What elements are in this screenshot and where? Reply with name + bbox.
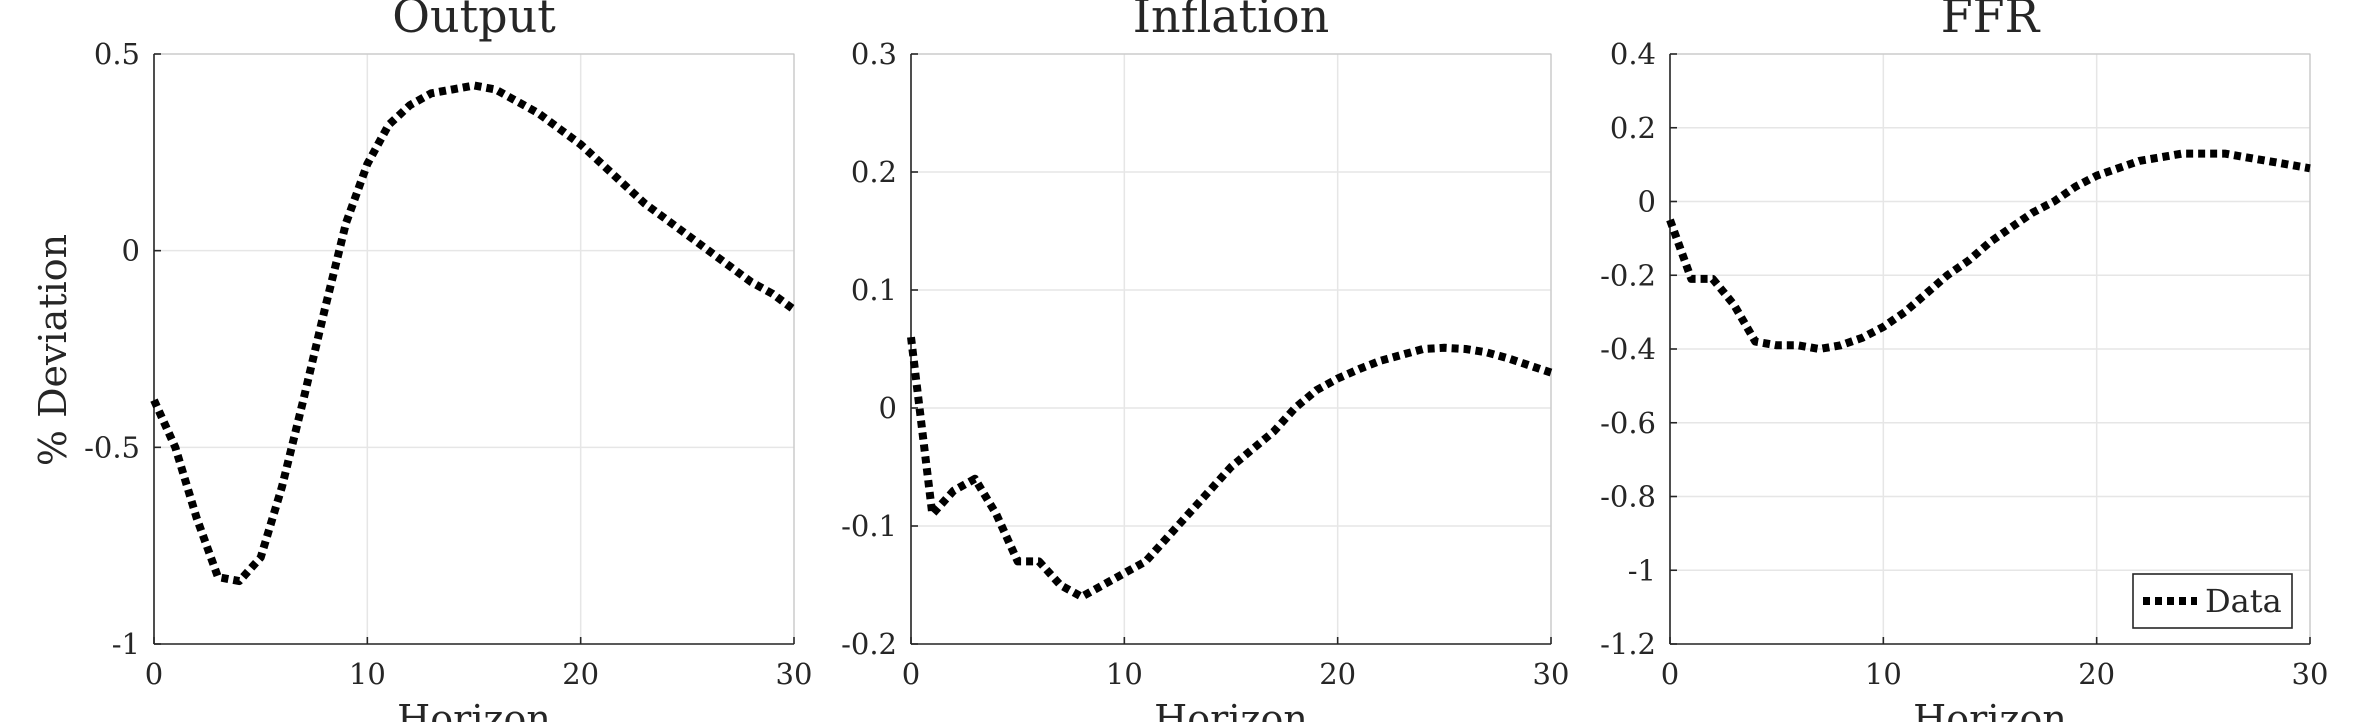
legend: Data: [2132, 573, 2293, 629]
x-tick-label: 30: [776, 657, 813, 691]
y-tick-label: -0.1: [841, 509, 897, 543]
x-tick-label: 10: [1865, 657, 1902, 691]
series-line-data: [1666, 149, 2311, 353]
y-tick-label: -0.8: [1600, 480, 1656, 514]
y-tick-label: 0.2: [1610, 111, 1656, 145]
x-tick-label: 10: [349, 657, 386, 691]
y-tick-label: -1: [112, 627, 140, 661]
y-tick-label: -0.6: [1600, 406, 1656, 440]
y-tick-label: 0: [879, 391, 897, 425]
chart-panel-1: 0 10 20 30 -0.2 -0.1 0 0.1 0.2 0.3 Inflation Horizo…: [841, 0, 1569, 722]
x-tick-label: 0: [1661, 657, 1679, 691]
chart-panel-2: 0 10 20 30 -1.2 -1 -0.8 -0.6 -0.4 -0.2 0 0.2 0.4 FFR H…: [1600, 0, 2328, 722]
legend-label: Data: [2205, 582, 2282, 620]
x-axis-label: Horizon: [397, 697, 551, 722]
y-tick-label: 0: [122, 234, 140, 268]
y-tick-label: 0.2: [851, 155, 897, 189]
y-tick-label: -1: [1628, 553, 1656, 587]
chart-title: FFR: [1941, 0, 2041, 43]
y-tick-label: 0: [1638, 185, 1656, 219]
y-tick-label: -0.4: [1600, 332, 1656, 366]
x-tick-label: 0: [145, 657, 163, 691]
x-axis-label: Horizon: [1154, 697, 1308, 722]
x-tick-label: 20: [1319, 657, 1356, 691]
series-line-data: [907, 336, 1553, 601]
x-tick-label: 10: [1106, 657, 1143, 691]
y-tick-label: 0.4: [1610, 37, 1656, 71]
series-line-data: [150, 81, 797, 586]
chart-title: Output: [392, 0, 556, 43]
chart-panel-0: 0 10 20 30 -1 -0.5 0 0.5 Output Horizon: [84, 0, 812, 722]
y-tick-label: -0.5: [84, 430, 140, 464]
y-tick-label: 0.5: [94, 37, 140, 71]
x-tick-label: 30: [1533, 657, 1570, 691]
y-tick-label: 0.1: [851, 273, 897, 307]
x-tick-label: 20: [2078, 657, 2115, 691]
x-tick-label: 30: [2292, 657, 2329, 691]
x-tick-label: 20: [562, 657, 599, 691]
y-tick-label: -0.2: [841, 627, 897, 661]
y-tick-label: -0.2: [1600, 258, 1656, 292]
x-axis-label: Horizon: [1913, 697, 2067, 722]
y-tick-label: -1.2: [1600, 627, 1656, 661]
plot-area-frame: [153, 53, 795, 645]
x-tick-label: 0: [902, 657, 920, 691]
shared-y-axis-label: % Deviation: [31, 234, 75, 466]
y-tick-label: 0.3: [851, 37, 897, 71]
chart-title: Inflation: [1133, 0, 1329, 43]
